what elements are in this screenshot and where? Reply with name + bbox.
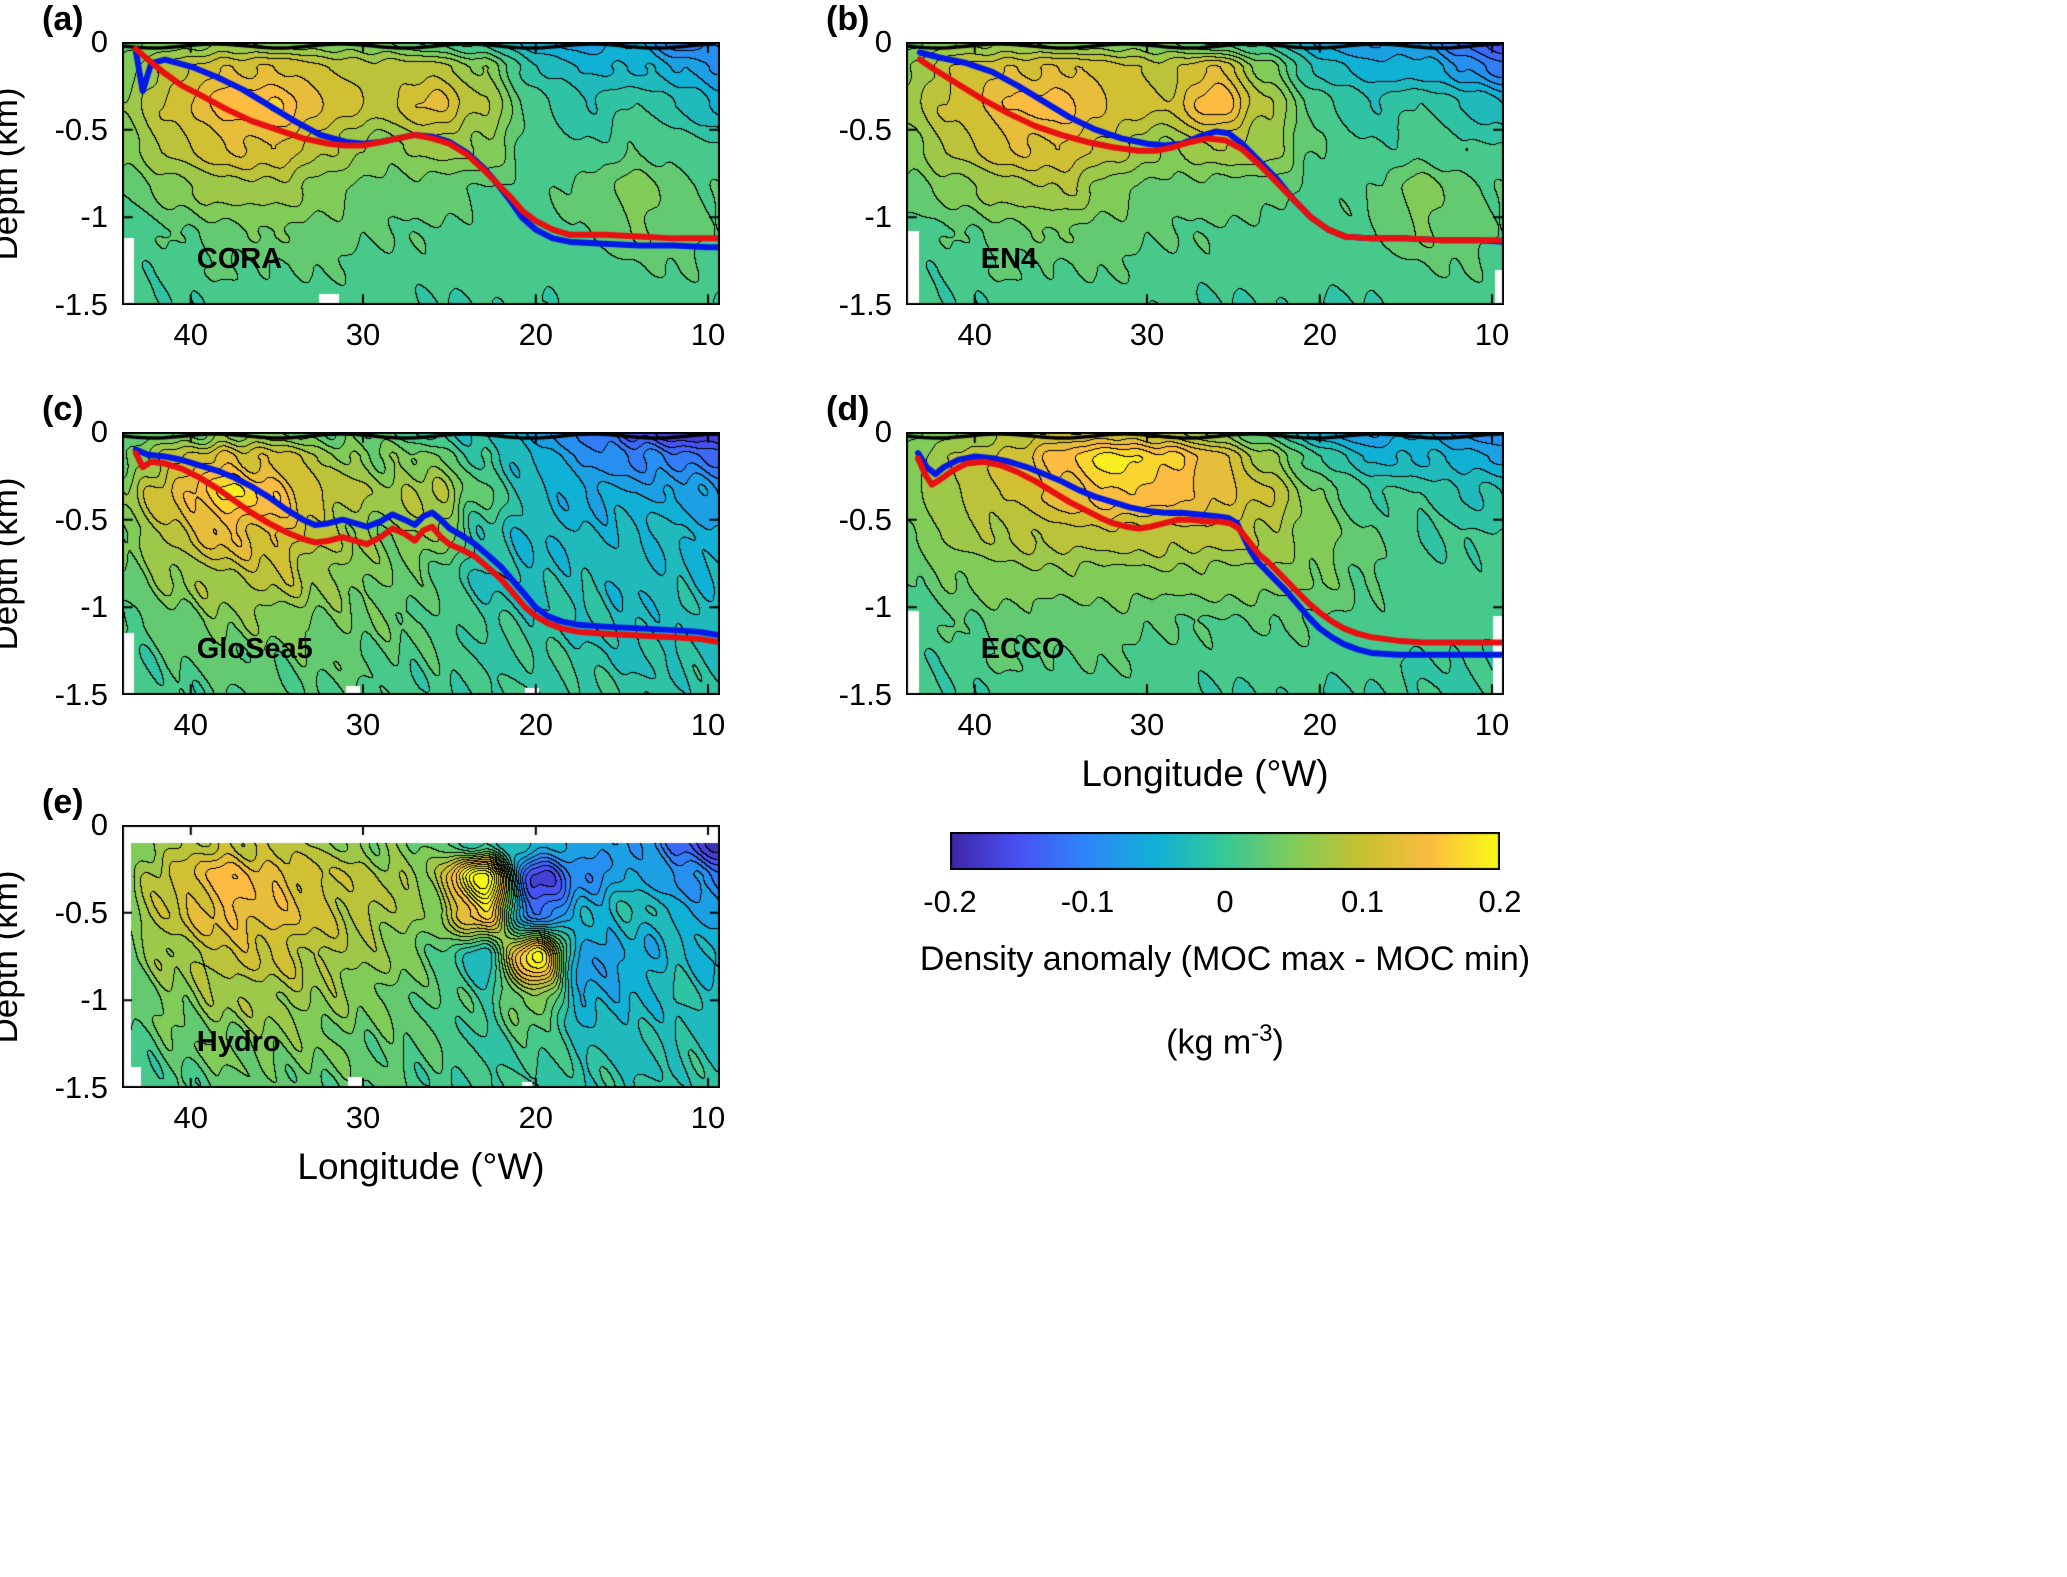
y-tick-label: -1 — [80, 589, 108, 625]
x-tick-label: 20 — [1302, 707, 1338, 742]
x-tick-label: 40 — [957, 317, 993, 352]
y-tick-label: -0.5 — [54, 111, 108, 147]
units-exponent: -3 — [1251, 1020, 1273, 1047]
y-axis-label-c: Depth (km) — [0, 476, 25, 651]
x-axis-label-e: Longitude (°W) — [297, 1146, 545, 1187]
y-axis-label-a: Depth (km) — [0, 86, 25, 261]
x-tick-label: 10 — [690, 1100, 726, 1135]
colorbar-tick-label: -0.1 — [1060, 884, 1115, 919]
dataset-label-en4: EN4 — [980, 243, 1038, 276]
y-tick-label: -1.5 — [838, 677, 892, 712]
panel-tag-b: (b) — [826, 0, 870, 38]
y-tick-label: 0 — [874, 414, 892, 449]
colorbar-units: (kg m-3) — [1166, 1020, 1284, 1062]
y-tick-label: -0.5 — [54, 501, 108, 537]
x-tick-label: 40 — [173, 317, 209, 352]
x-tick-label: 10 — [1474, 707, 1510, 742]
x-tick-label: 30 — [345, 317, 381, 352]
x-tick-label: 40 — [957, 707, 993, 742]
colorbar-gradient — [950, 832, 1500, 870]
y-tick-label: -0.5 — [838, 501, 892, 537]
x-tick-label: 30 — [345, 1100, 381, 1135]
y-tick-label: -1.5 — [54, 1070, 108, 1105]
panel-tag-a: (a) — [42, 0, 84, 38]
dataset-label-ecco: ECCO — [980, 633, 1065, 666]
x-tick-label: 30 — [1129, 317, 1165, 352]
contour-plot-ecco — [906, 432, 1504, 695]
colorbar-tick-label: -0.2 — [923, 884, 977, 919]
y-tick-label: 0 — [874, 24, 892, 59]
contour-plot-glosea5 — [122, 432, 720, 695]
contour-plot-en4 — [906, 42, 1504, 305]
y-tick-label: -1.5 — [54, 287, 108, 322]
y-tick-label: 0 — [90, 414, 108, 449]
y-tick-label: -1 — [864, 199, 892, 235]
panel-ecco: (d) 0 -0.5 -1 -1.5 40 30 20 10 ECCO Long… — [826, 390, 1509, 794]
x-tick-label: 10 — [690, 317, 726, 352]
y-tick-label: -1.5 — [838, 287, 892, 322]
colorbar-tick-label: 0.1 — [1340, 884, 1385, 919]
contour-plot-hydro — [122, 825, 720, 1088]
x-tick-label: 20 — [518, 1100, 554, 1135]
y-axis-label-e: Depth (km) — [0, 869, 25, 1044]
x-tick-label: 30 — [1129, 707, 1165, 742]
x-tick-label: 10 — [1474, 317, 1510, 352]
panel-hydro: (e) Depth (km) 0 -0.5 -1 -1.5 40 30 20 1… — [0, 783, 725, 1187]
y-tick-label: -1 — [80, 982, 108, 1018]
x-tick-label: 20 — [518, 707, 554, 742]
x-tick-label: 20 — [518, 317, 554, 352]
x-tick-label: 30 — [345, 707, 381, 742]
y-tick-label: -1 — [864, 589, 892, 625]
colorbar: -0.2 -0.1 0 0.1 0.2 Density anomaly (MOC… — [920, 832, 1530, 1092]
panel-cora: (a) Depth (km) 0 -0.5 -1 -1.5 40 30 20 1… — [0, 0, 725, 352]
y-tick-label: -0.5 — [54, 894, 108, 930]
y-tick-label: 0 — [90, 24, 108, 59]
dataset-label-glosea5: GloSea5 — [196, 633, 313, 666]
x-tick-label: 10 — [690, 707, 726, 742]
y-tick-label: -0.5 — [838, 111, 892, 147]
colorbar-title: Density anomaly (MOC max - MOC min) — [919, 940, 1531, 978]
y-tick-label: -1 — [80, 199, 108, 235]
x-axis-label-d: Longitude (°W) — [1081, 753, 1329, 794]
x-tick-label: 40 — [173, 707, 209, 742]
colorbar-tick-label: 0.2 — [1478, 884, 1522, 919]
colorbar-tick-label: 0 — [1216, 884, 1234, 919]
y-tick-label: -1.5 — [54, 677, 108, 712]
y-tick-label: 0 — [90, 807, 108, 842]
panel-en4: (b) 0 -0.5 -1 -1.5 40 30 20 10 EN4 — [826, 0, 1509, 352]
panel-tag-c: (c) — [42, 390, 84, 428]
units-prefix: (kg m — [1166, 1023, 1252, 1062]
x-tick-label: 20 — [1302, 317, 1338, 352]
panel-tag-d: (d) — [826, 390, 870, 428]
units-suffix: ) — [1272, 1023, 1284, 1062]
panel-tag-e: (e) — [42, 783, 84, 821]
dataset-label-hydro: Hydro — [196, 1026, 281, 1059]
x-tick-label: 40 — [173, 1100, 209, 1135]
contour-plot-cora — [122, 42, 720, 305]
panel-glosea5: (c) Depth (km) 0 -0.5 -1 -1.5 40 30 20 1… — [0, 390, 725, 742]
dataset-label-cora: CORA — [196, 243, 283, 276]
